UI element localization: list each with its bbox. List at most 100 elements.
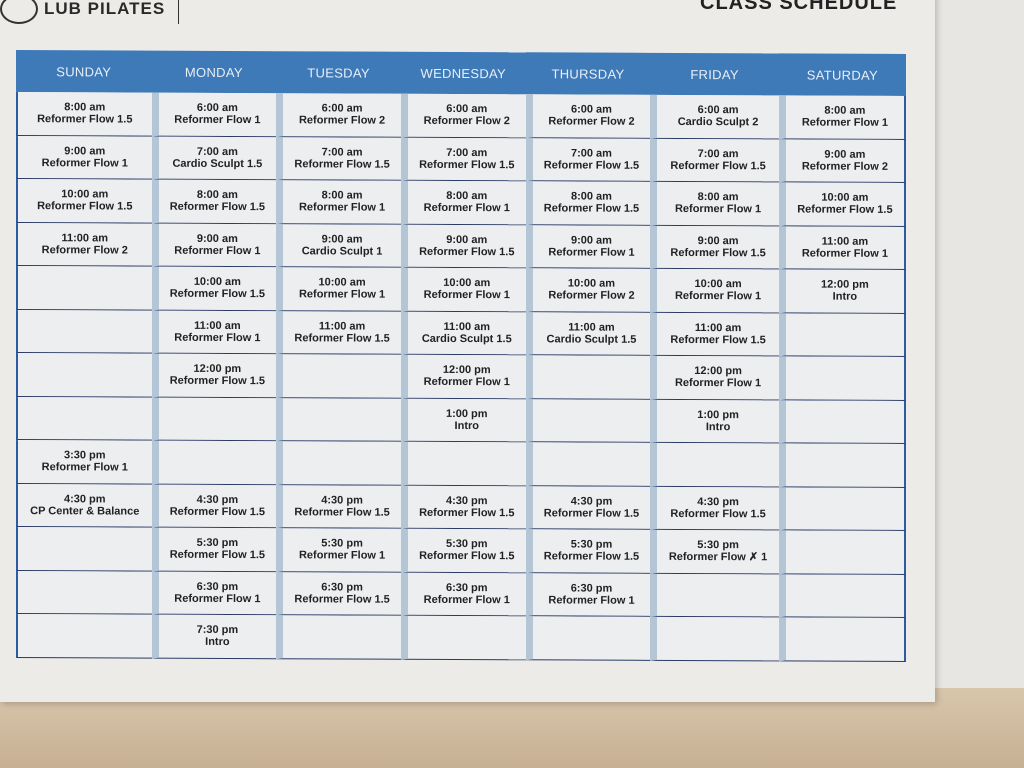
class-cell: 6:30 pm Reformer Flow 1.5: [276, 571, 401, 616]
class-name: Reformer Flow 1.5: [37, 113, 133, 126]
class-cell: 4:30 pm Reformer Flow 1.5: [276, 484, 401, 529]
class-time: 6:00 am: [570, 103, 612, 116]
class-cell: [650, 442, 779, 487]
class-cell: [151, 440, 277, 485]
day-header-thursday: THURSDAY: [525, 52, 651, 95]
class-name: Reformer Flow 1: [174, 244, 261, 257]
class-name: Reformer Flow 1.5: [169, 287, 266, 301]
class-time: 4:30 pm: [697, 495, 739, 508]
class-name: Reformer Flow 1: [174, 113, 261, 127]
class-cell: 4:30 pm Reformer Flow 1.5: [151, 484, 277, 529]
class-cell: 11:00 am Reformer Flow 1: [151, 310, 277, 355]
class-time: 9:00 am: [824, 148, 866, 161]
class-cell: 7:00 am Reformer Flow 1.5: [650, 138, 779, 183]
class-name: Reformer Flow 1.5: [670, 159, 766, 173]
class-name: Reformer Flow 1.5: [294, 332, 390, 345]
class-cell: [16, 527, 152, 572]
class-time: 8:00 am: [321, 189, 363, 202]
class-cell: 6:30 pm Reformer Flow 1: [525, 572, 651, 617]
class-cell: [16, 570, 152, 615]
class-cell: [525, 398, 651, 443]
class-cell: 10:00 am Reformer Flow 1: [400, 267, 526, 312]
day-header-monday: MONDAY: [151, 50, 277, 94]
class-cell: 8:00 am Reformer Flow 1: [400, 180, 526, 225]
class-cell: [778, 530, 906, 575]
class-name: Reformer Flow 1.5: [169, 374, 266, 388]
class-cell: 6:30 pm Reformer Flow 1: [151, 571, 277, 616]
class-cell: 8:00 am Reformer Flow 1.5: [16, 92, 152, 137]
class-name: Reformer Flow 1.5: [670, 333, 766, 347]
class-cell: 6:30 pm Reformer Flow 1: [400, 572, 526, 617]
class-name: Reformer Flow 1.5: [670, 507, 766, 521]
class-name: Intro: [832, 290, 858, 303]
table-row: 1:00 pm Intro 1:00 pm Intro: [16, 396, 906, 444]
class-time: 1:00 pm: [445, 407, 488, 420]
class-name: Reformer Flow 1: [41, 156, 128, 170]
class-cell: 10:00 am Reformer Flow 2: [525, 268, 651, 313]
class-time: 12:00 pm: [694, 365, 742, 378]
logo-icon: [0, 0, 38, 24]
class-time: 6:30 pm: [445, 581, 488, 594]
class-cell: [778, 312, 906, 357]
class-time: 5:30 pm: [570, 538, 613, 551]
schedule-sheet: LUB PILATES CLASS SCHEDULE SUNDAY MONDAY T…: [0, 0, 935, 702]
class-cell: 11:00 am Reformer Flow 2: [16, 222, 152, 267]
class-time: 8:00 am: [697, 191, 739, 204]
class-name: Cardio Sculpt 1.5: [421, 332, 512, 345]
class-time: 7:00 am: [196, 145, 238, 158]
class-name: Reformer Flow 1.5: [419, 245, 515, 258]
class-time: 5:30 pm: [196, 537, 239, 550]
class-name: Reformer Flow 1.5: [294, 593, 390, 606]
class-cell: [276, 441, 401, 486]
class-name: Reformer Flow 2: [548, 289, 635, 303]
class-cell: 5:30 pm Reformer Flow 1.5: [400, 528, 526, 573]
table-row: 8:00 am Reformer Flow 1.5 6:00 am Reformer …: [16, 92, 906, 140]
class-name: Reformer Flow 1.5: [543, 550, 640, 564]
class-time: 4:30 pm: [196, 493, 239, 506]
class-name: Intro: [454, 419, 479, 432]
class-cell: [778, 573, 906, 618]
class-cell: 11:00 am Reformer Flow 1.5: [276, 310, 401, 355]
class-name: Cardio Sculpt 1: [301, 245, 383, 258]
class-name: Reformer Flow 1: [674, 290, 762, 303]
class-time: 7:00 am: [321, 146, 363, 159]
class-cell: 7:00 am Reformer Flow 1.5: [276, 136, 401, 181]
class-cell: 6:00 am Cardio Sculpt 2: [650, 94, 779, 139]
class-cell: [650, 573, 779, 618]
class-name: Reformer Flow 1.5: [169, 548, 266, 562]
class-time: 9:00 am: [196, 232, 238, 245]
class-cell: 7:30 pm Intro: [151, 614, 277, 659]
class-cell: 8:00 am Reformer Flow 1: [778, 95, 906, 140]
class-cell: [16, 396, 152, 441]
class-cell: [778, 617, 906, 662]
class-cell: [276, 397, 401, 442]
class-cell: 9:00 am Reformer Flow 1: [525, 224, 651, 269]
class-cell: 8:00 am Reformer Flow 1: [650, 181, 779, 226]
class-cell: 11:00 am Cardio Sculpt 1.5: [525, 311, 651, 356]
class-cell: [276, 615, 401, 660]
class-name: Cardio Sculpt 1.5: [546, 333, 637, 346]
class-cell: 9:00 am Reformer Flow 1: [151, 223, 277, 268]
class-name: Reformer Flow 1: [174, 331, 261, 344]
class-name: Reformer Flow 1.5: [670, 246, 766, 260]
class-cell: 11:00 am Reformer Flow 1.5: [650, 312, 779, 357]
class-time: 11:00 am: [694, 321, 742, 334]
class-name: Reformer Flow 2: [41, 243, 128, 257]
class-cell: [16, 353, 152, 398]
class-cell: [525, 442, 651, 487]
class-cell: 4:30 pm CP Center & Balance: [16, 483, 152, 528]
class-name: Reformer Flow 1: [674, 377, 762, 390]
class-time: 7:30 pm: [196, 624, 239, 637]
class-cell: 6:00 am Reformer Flow 2: [276, 93, 401, 138]
class-cell: 6:00 am Reformer Flow 1: [151, 92, 277, 137]
table-row: 11:00 am Reformer Flow 2 9:00 am Reformer F…: [16, 222, 906, 270]
class-time: 11:00 am: [821, 235, 869, 248]
class-time: 9:00 am: [321, 233, 363, 246]
page-title: CLASS SCHEDULE: [700, 0, 898, 14]
class-cell: 10:00 am Reformer Flow 1: [650, 268, 779, 313]
class-time: 10:00 am: [694, 278, 742, 291]
class-time: 6:30 pm: [196, 580, 239, 593]
class-time: 7:00 am: [446, 146, 488, 159]
class-cell: 8:00 am Reformer Flow 1.5: [525, 181, 651, 226]
class-cell: 9:00 am Reformer Flow 1.5: [650, 225, 779, 270]
